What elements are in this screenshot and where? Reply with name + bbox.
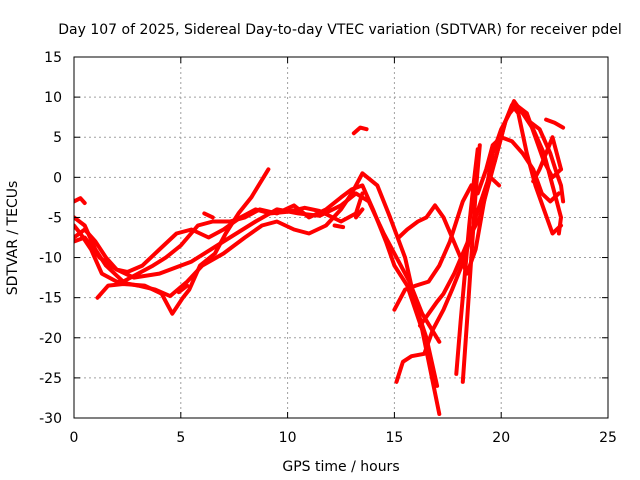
series-s14: [544, 117, 566, 130]
y-tick-label: -15: [39, 291, 62, 307]
y-tick-label: -25: [39, 371, 62, 387]
x-tick-label: 0: [70, 430, 79, 446]
x-axis-title: GPS time / hours: [282, 459, 399, 475]
axis-ticks: 0 5 10 15 20 25 -30 -25 -20 -15 -10 -5 0 5 10 15: [39, 50, 617, 446]
y-tick-label: -5: [48, 210, 62, 226]
series-s12: [527, 119, 566, 204]
series-layer: [74, 99, 566, 416]
series-s4: [74, 191, 365, 274]
y-tick-label: 15: [44, 50, 62, 66]
x-tick-label: 20: [492, 430, 510, 446]
y-tick-label: -30: [39, 411, 62, 427]
y-tick-label: -20: [39, 331, 62, 347]
chart-title: Day 107 of 2025, Sidereal Day-to-day VTE…: [58, 22, 622, 38]
plot-frame: [73, 56, 609, 419]
series-s18: [202, 211, 215, 220]
x-tick-label: 5: [176, 430, 185, 446]
y-tick-label: 5: [53, 130, 62, 146]
y-tick-label: 10: [44, 90, 62, 106]
x-tick-label: 25: [599, 430, 617, 446]
x-tick-label: 10: [279, 430, 297, 446]
series-s19: [332, 223, 346, 230]
series-s16: [488, 175, 502, 188]
series-s20: [354, 207, 365, 220]
series-s17: [74, 196, 87, 205]
y-tick-label: -10: [39, 251, 62, 267]
y-axis-title: SDTVAR / TECUs: [5, 181, 21, 296]
series-s5: [95, 167, 271, 316]
series-s21: [176, 283, 190, 295]
series-group: [74, 99, 566, 416]
grid: [74, 57, 608, 418]
series-s11: [454, 147, 480, 376]
series-s10: [460, 143, 482, 384]
y-tick-label: 0: [53, 170, 62, 186]
x-tick-label: 15: [385, 430, 403, 446]
series-s3: [74, 171, 440, 388]
series-s15: [351, 125, 369, 136]
series-s13: [531, 135, 563, 184]
series-s7: [392, 135, 561, 312]
